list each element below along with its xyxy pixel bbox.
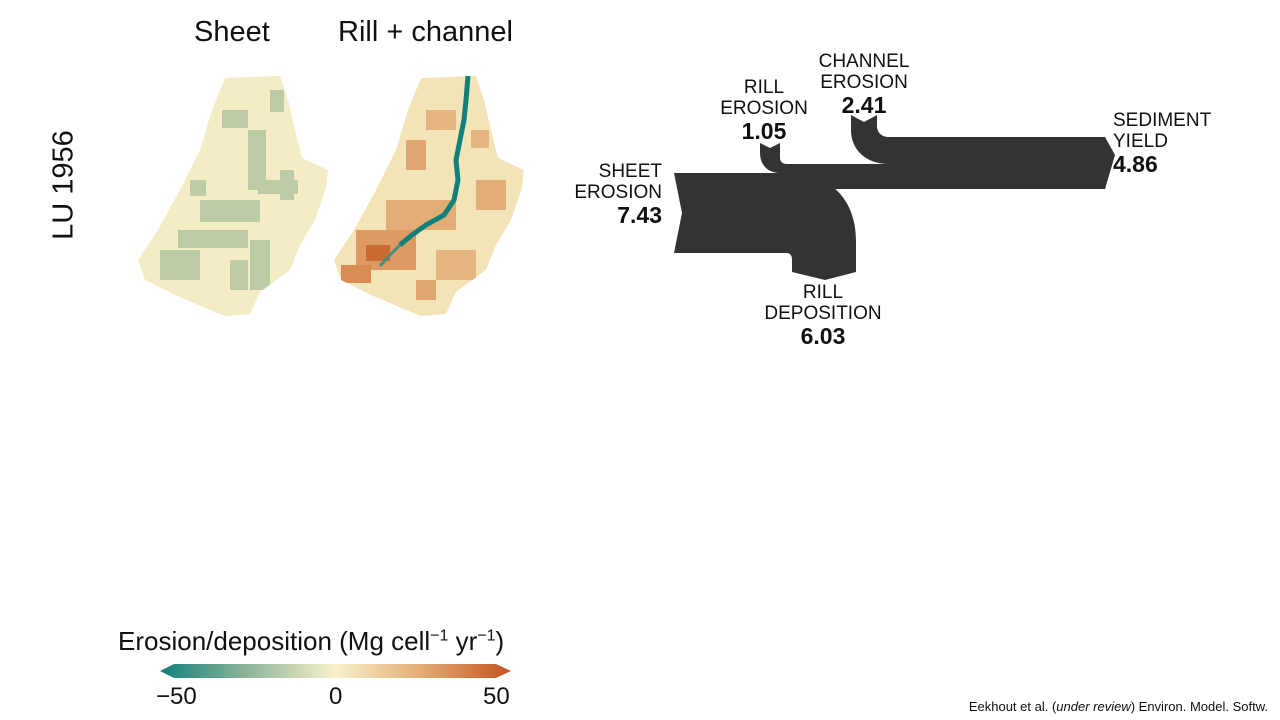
sheet-deposition-patch bbox=[190, 180, 206, 196]
rill-erosion-patch bbox=[476, 180, 506, 210]
legend-title-end: ) bbox=[495, 626, 505, 656]
rill-erosion-patch bbox=[471, 130, 489, 148]
sediment-yield-arrow bbox=[1105, 137, 1111, 189]
sediment-yield-name-line2: YIELD bbox=[1113, 131, 1168, 152]
rill-erosion-label: RILL EROSION 1.05 bbox=[704, 77, 824, 143]
rill-channel-map-title: Rill + channel bbox=[338, 16, 513, 48]
sheet-erosion-name-line1: SHEET bbox=[598, 161, 662, 182]
citation-journal: ) Environ. Model. Softw. bbox=[1130, 699, 1268, 714]
legend-title-exponent-2: −1 bbox=[477, 627, 496, 645]
sheet-erosion-flow bbox=[674, 173, 856, 280]
rill-erosion-patch bbox=[406, 140, 426, 170]
sheet-map-title: Sheet bbox=[194, 16, 270, 48]
sheet-deposition-patch bbox=[200, 200, 260, 222]
sheet-deposition-patch bbox=[230, 260, 248, 290]
citation-authors: Eekhout et al. ( bbox=[968, 699, 1057, 714]
rill-deposition-name-line2: DEPOSITION bbox=[764, 303, 882, 324]
sheet-deposition-patch bbox=[270, 90, 284, 112]
sediment-yield-label: SEDIMENT YIELD 4.86 bbox=[1113, 110, 1253, 176]
sheet-deposition-patch bbox=[250, 240, 270, 290]
citation-status: under review bbox=[1056, 699, 1131, 714]
rill-erosion-flow bbox=[760, 143, 900, 173]
channel-erosion-flow bbox=[851, 115, 1115, 189]
legend-title-mid: yr bbox=[448, 626, 478, 656]
channel-line-lower bbox=[378, 243, 402, 268]
channel-line bbox=[398, 75, 471, 247]
rill-erosion-patch bbox=[366, 245, 390, 261]
rill-deposition-name-line1: RILL bbox=[802, 282, 844, 303]
sheet-erosion-map bbox=[138, 76, 328, 316]
sheet-deposition-patch bbox=[160, 250, 200, 280]
rill-erosion-patch bbox=[426, 110, 456, 130]
legend-colorbar-fill bbox=[160, 664, 511, 678]
rill-deposition-label: RILL DEPOSITION 6.03 bbox=[753, 282, 893, 348]
sediment-yield-name-line1: SEDIMENT bbox=[1113, 110, 1212, 131]
sediment-yield-value: 4.86 bbox=[1113, 151, 1158, 177]
rill-deposition-value: 6.03 bbox=[800, 323, 846, 349]
rill-erosion-patch bbox=[416, 280, 436, 300]
rill-erosion-patch bbox=[436, 250, 476, 280]
channel-erosion-name-line2: EROSION bbox=[820, 72, 908, 93]
legend-tick-max: 50 bbox=[483, 683, 510, 710]
channel-erosion-label: CHANNEL EROSION 2.41 bbox=[804, 51, 924, 117]
sheet-erosion-label: SHEET EROSION 7.43 bbox=[552, 161, 662, 227]
rill-erosion-name-line2: EROSION bbox=[720, 98, 808, 119]
legend-title: Erosion/deposition (Mg cell−1 yr−1) bbox=[118, 626, 504, 657]
rill-erosion-patch bbox=[341, 265, 371, 283]
legend-colorbar bbox=[160, 664, 511, 678]
channel-erosion-name-line1: CHANNEL bbox=[818, 51, 910, 72]
sheet-deposition-patch bbox=[248, 130, 266, 190]
sheet-erosion-value: 7.43 bbox=[617, 202, 662, 228]
legend-tick-min: −50 bbox=[156, 683, 197, 710]
citation: Eekhout et al. (under review) Environ. M… bbox=[969, 699, 1268, 714]
legend-title-main: Erosion/deposition (Mg cell bbox=[118, 626, 431, 656]
rill-erosion-value: 1.05 bbox=[741, 118, 787, 144]
sheet-deposition-patch bbox=[178, 230, 248, 248]
rill-erosion-name-line1: RILL bbox=[743, 77, 785, 98]
legend-tick-zero: 0 bbox=[329, 683, 343, 710]
sheet-erosion-name-line2: EROSION bbox=[574, 182, 662, 203]
legend-title-exponent-1: −1 bbox=[430, 627, 449, 645]
channel-erosion-value: 2.41 bbox=[841, 92, 887, 118]
rill-channel-map bbox=[334, 75, 524, 316]
sheet-deposition-patch bbox=[280, 170, 294, 200]
sheet-deposition-patch bbox=[222, 110, 248, 128]
